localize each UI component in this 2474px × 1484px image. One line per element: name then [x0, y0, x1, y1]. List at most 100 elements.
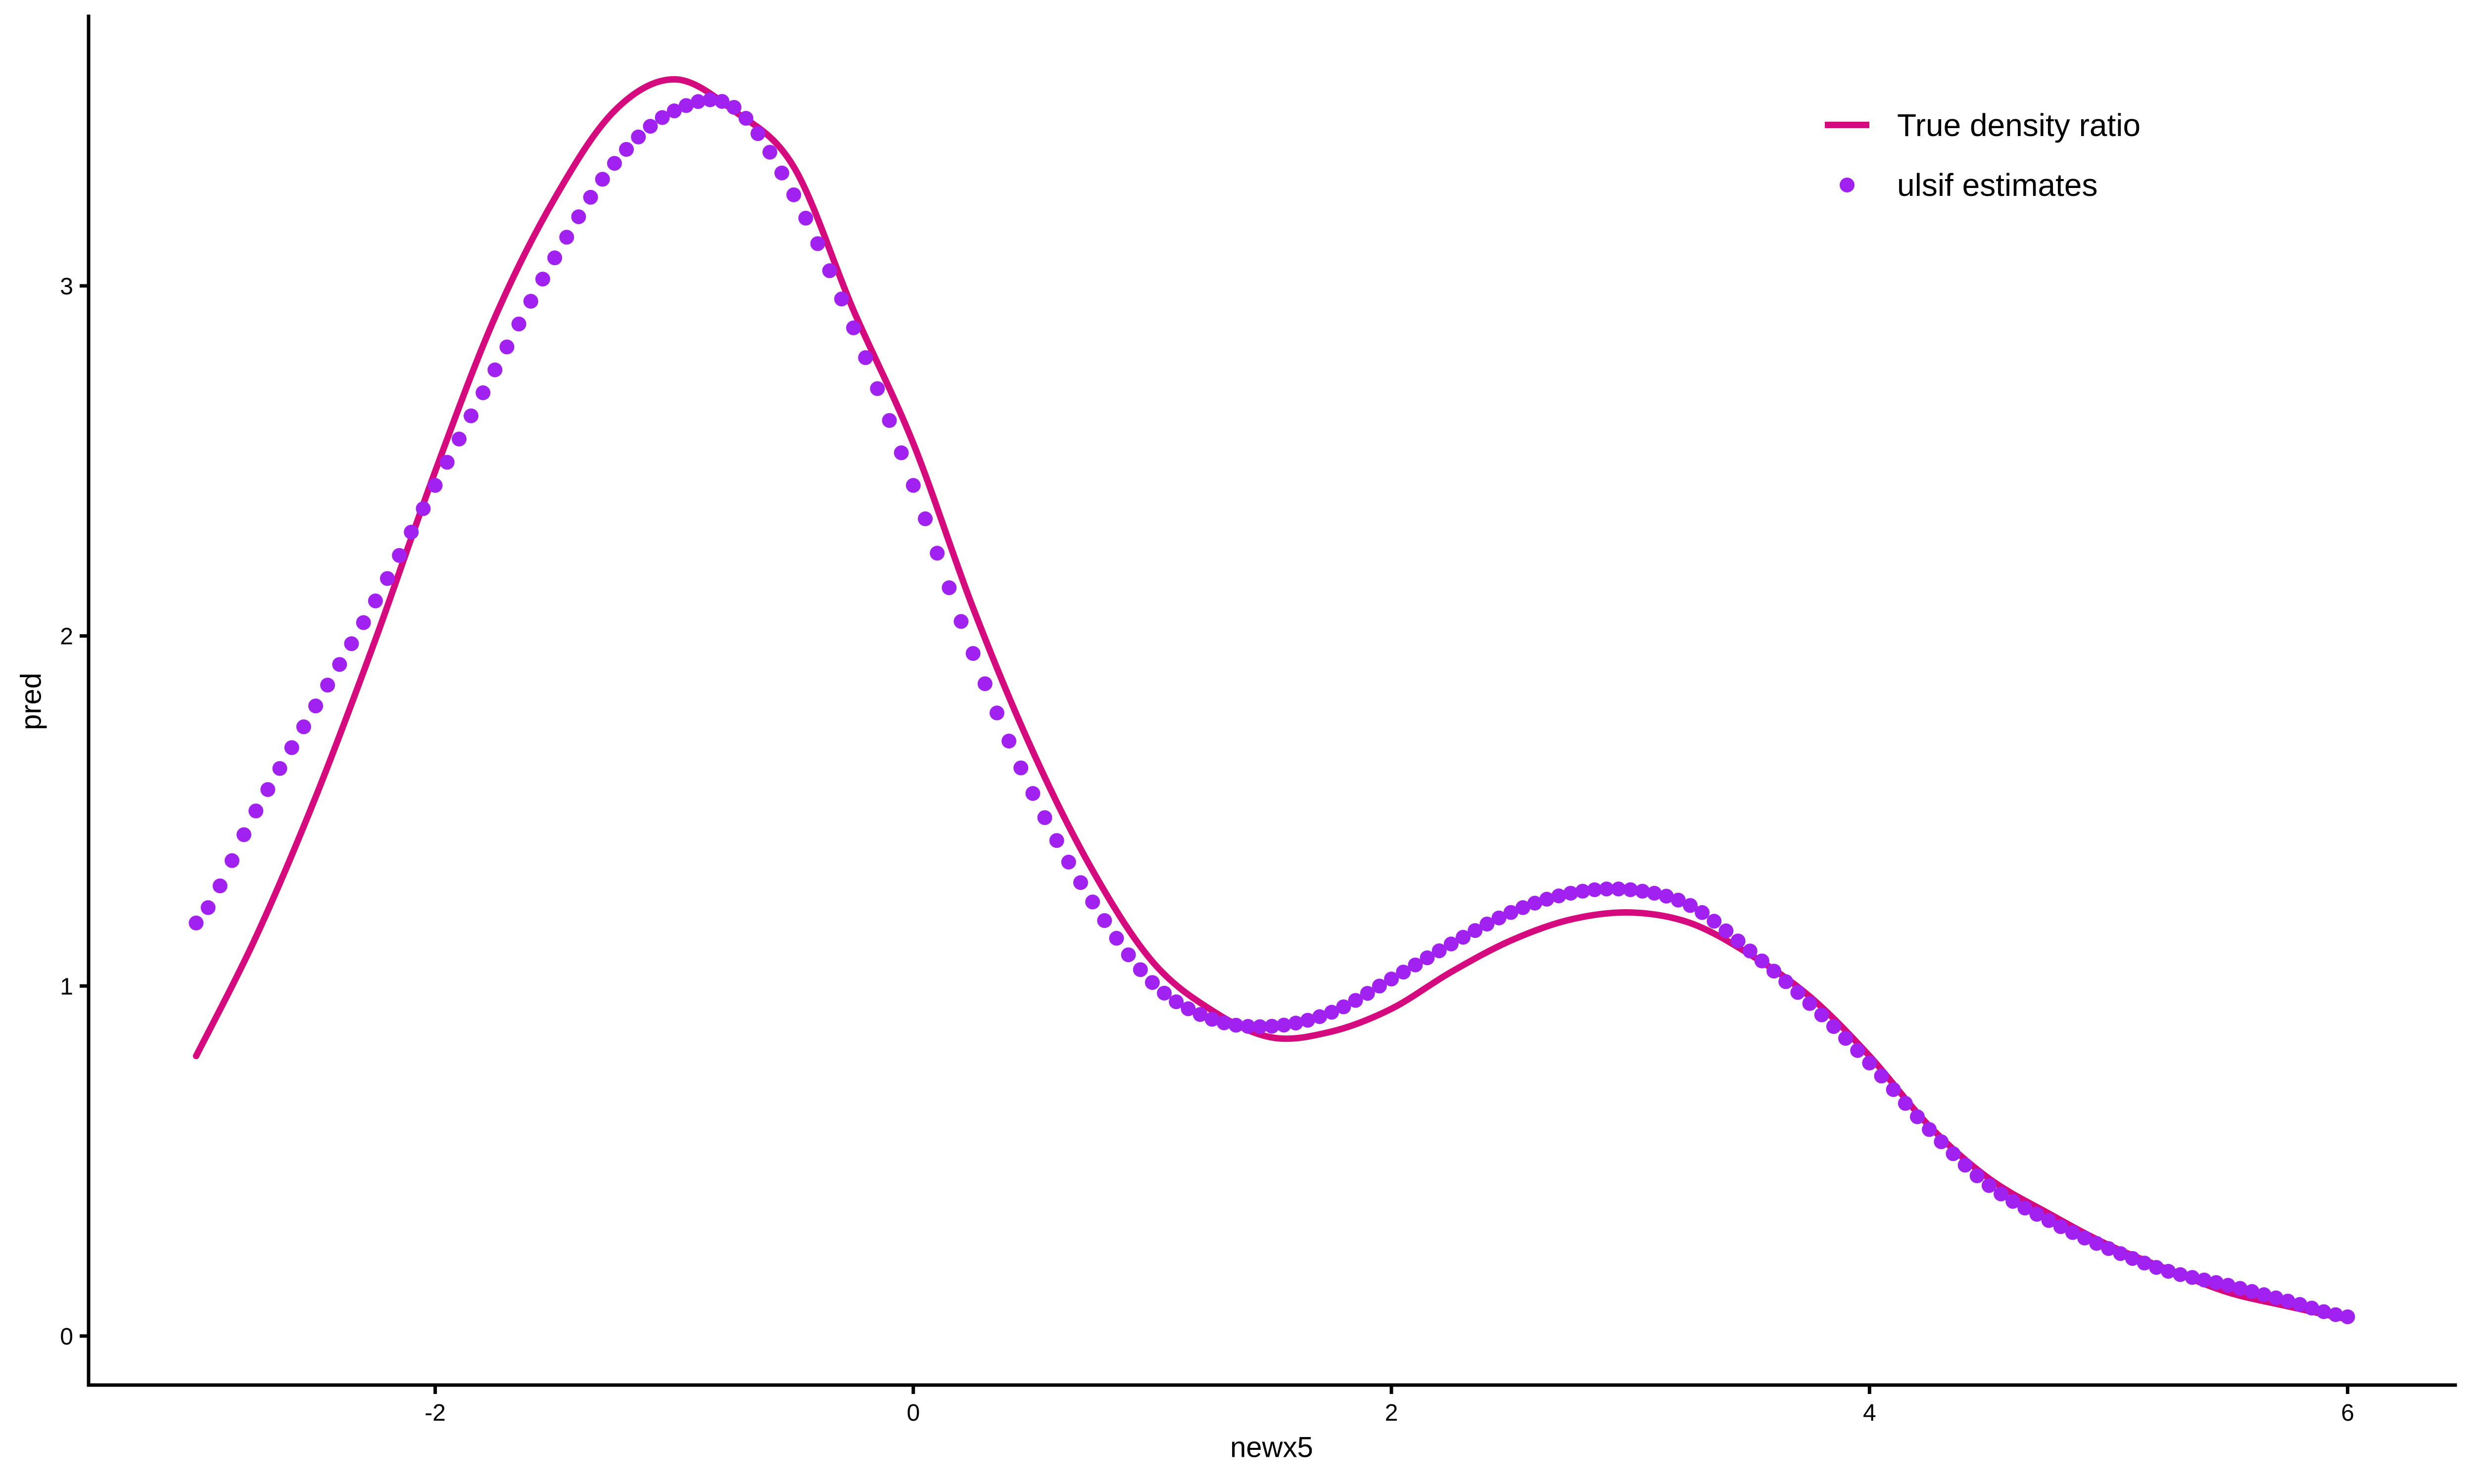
- ulsif-estimate-dot: [1635, 883, 1650, 899]
- ulsif-estimate-dot: [368, 593, 383, 608]
- ulsif-estimate-dot: [380, 571, 395, 586]
- legend-entry-true-density-ratio: True density ratio: [1825, 95, 2141, 155]
- ulsif-estimate-dot: [1073, 875, 1088, 890]
- ulsif-estimate-dot: [691, 94, 706, 109]
- ulsif-estimate-dot: [2280, 1294, 2295, 1309]
- ulsif-estimate-dot: [2233, 1281, 2248, 1296]
- ulsif-estimate-dot: [260, 782, 276, 797]
- ulsif-estimate-dot: [2208, 1275, 2224, 1290]
- ulsif-estimate-dot: [476, 385, 491, 400]
- ulsif-estimate-dot: [200, 900, 216, 915]
- ulsif-estimate-dot: [1886, 1082, 1901, 1097]
- ulsif-estimate-dot: [1587, 882, 1602, 897]
- ulsif-estimate-dot: [2053, 1219, 2068, 1234]
- legend-label: ulsif estimates: [1897, 167, 2098, 203]
- ulsif-estimate-dot: [1276, 1018, 1291, 1033]
- ulsif-estimate-dot: [894, 445, 909, 461]
- ulsif-estimate-dot: [1659, 888, 1674, 904]
- ulsif-estimate-dot: [1742, 943, 1758, 959]
- ulsif-estimate-dot: [1443, 936, 1459, 952]
- ulsif-estimate-dot: [439, 455, 455, 470]
- ulsif-estimate-dot: [655, 110, 670, 125]
- ulsif-estimate-dot: [798, 211, 813, 226]
- ulsif-estimate-dot: [1001, 734, 1017, 749]
- y-axis-title: pred: [15, 672, 48, 731]
- ulsif-estimate-dot: [511, 317, 526, 331]
- ulsif-estimate-dot: [356, 615, 371, 630]
- x-tick-label: 2: [1385, 1400, 1398, 1426]
- ulsif-estimate-dot: [1013, 760, 1029, 776]
- ulsif-estimate-dot: [2340, 1309, 2355, 1324]
- ulsif-estimate-dot: [726, 100, 742, 115]
- ulsif-estimate-dot: [559, 230, 574, 245]
- ulsif-estimate-dot: [1336, 999, 1351, 1015]
- ulsif-estimate-dot: [1192, 1007, 1208, 1022]
- ulsif-estimate-dot: [666, 103, 682, 119]
- ulsif-estimate-dot: [1778, 974, 1794, 989]
- y-tick-label: 2: [60, 624, 73, 650]
- ulsif-estimate-dot: [535, 272, 550, 287]
- x-tick-label: 6: [2341, 1400, 2354, 1426]
- ulsif-estimate-dot: [1898, 1096, 1913, 1111]
- ulsif-estimate-dot: [451, 431, 467, 447]
- ulsif-estimate-dot: [224, 853, 239, 868]
- ulsif-estimate-dot: [2149, 1260, 2164, 1275]
- ulsif-estimate-dot: [237, 827, 251, 842]
- ulsif-estimate-dot: [870, 381, 885, 396]
- ulsif-estimate-dot: [1575, 883, 1590, 899]
- ulsif-estimate-dot: [619, 142, 634, 157]
- ulsif-estimate-dot: [762, 144, 777, 160]
- ulsif-estimate-dot: [1144, 975, 1160, 990]
- ulsif-estimate-dot: [1730, 933, 1746, 949]
- ulsif-estimate-dot: [918, 511, 933, 526]
- ulsif-estimate-dot: [1922, 1122, 1937, 1137]
- ulsif-estimate-dot: [930, 546, 945, 561]
- ulsif-estimate-dot: [404, 524, 419, 540]
- ulsif-estimate-dot: [523, 294, 538, 309]
- ulsif-estimate-dot: [953, 614, 969, 629]
- ulsif-estimate-dot: [1527, 895, 1542, 911]
- ulsif-estimate-dot: [189, 915, 204, 930]
- ulsif-estimate-dot: [1563, 885, 1578, 901]
- ulsif-estimate-dot: [1240, 1019, 1256, 1034]
- ulsif-estimate-dot: [1396, 965, 1411, 980]
- ulsif-estimate-dot: [1910, 1109, 1925, 1124]
- ulsif-estimate-dot: [1850, 1043, 1865, 1058]
- ulsif-estimate-dot: [1838, 1031, 1853, 1046]
- ulsif-estimate-dot: [1025, 786, 1041, 801]
- ulsif-estimate-dot: [2304, 1300, 2320, 1316]
- y-tick-label: 1: [60, 974, 73, 1000]
- ulsif-estimate-dot: [942, 580, 957, 596]
- ulsif-estimate-dot: [1647, 885, 1662, 901]
- ulsif-estimate-dot: [1969, 1168, 1985, 1183]
- ulsif-estimate-dot: [1049, 833, 1064, 848]
- ulsif-estimate-dot: [2065, 1225, 2080, 1240]
- true-density-ratio-line: [192, 76, 2351, 1323]
- ulsif-estimate-dot: [1718, 923, 1734, 938]
- ulsif-estimate-dot: [595, 172, 610, 187]
- ulsif-estimate-dot: [1324, 1005, 1339, 1020]
- ulsif-estimate-dot: [1754, 953, 1769, 969]
- ulsif-estimate-dot: [296, 719, 311, 735]
- ulsif-estimate-dot: [2029, 1206, 2045, 1222]
- ulsif-estimate-dot: [2089, 1236, 2104, 1251]
- ulsif-estimate-dot: [392, 548, 407, 563]
- x-tick-label: -2: [425, 1400, 446, 1426]
- x-tick-label: 4: [1863, 1400, 1876, 1426]
- ulsif-estimate-dot: [2268, 1290, 2284, 1305]
- ulsif-estimate-dot: [905, 478, 921, 493]
- ulsif-estimate-dot: [499, 339, 515, 355]
- ulsif-estimate-dot: [2328, 1307, 2343, 1322]
- ulsif-estimate-dot: [1288, 1016, 1303, 1031]
- ulsif-estimate-dot: [1503, 905, 1519, 920]
- ulsif-estimate-dot: [2161, 1264, 2176, 1279]
- ulsif-estimate-dot: [272, 761, 287, 776]
- ulsif-estimate-dot: [2221, 1278, 2236, 1293]
- legend-line-key: [1825, 122, 1869, 128]
- ulsif-estimate-dot: [2101, 1241, 2116, 1256]
- ulsif-estimate-dot: [1157, 985, 1172, 1001]
- ulsif-estimate-dot: [2077, 1230, 2093, 1246]
- ulsif-estimate-dot: [1515, 900, 1530, 915]
- ulsif-estimate-dot: [2244, 1284, 2260, 1299]
